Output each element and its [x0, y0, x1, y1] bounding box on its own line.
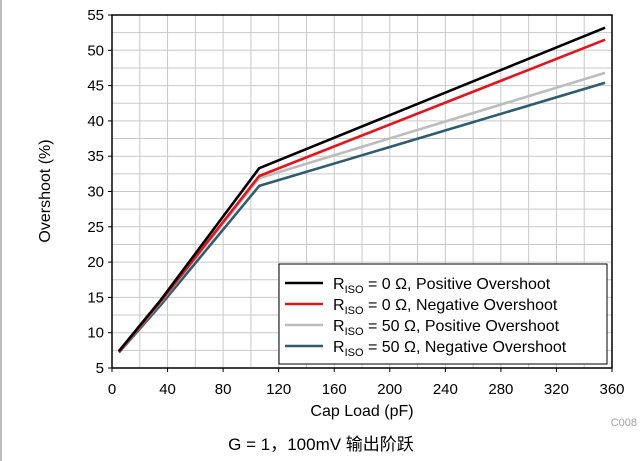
legend-entry: RISO = 50 Ω, Negative Overshoot	[285, 339, 567, 359]
x-tick-label: 200	[377, 381, 402, 398]
caption: G = 1，100mV 输出阶跃	[228, 435, 414, 454]
legend-label-rest: = 0 Ω, Positive Overshoot	[364, 276, 551, 293]
y-axis-title: Overshoot (%)	[37, 139, 54, 242]
legend-label-base: R	[333, 318, 345, 335]
legend-entry: RISO = 50 Ω, Positive Overshoot	[285, 318, 560, 338]
legend-label-base: R	[333, 276, 345, 293]
legend-label: RISO = 0 Ω, Positive Overshoot	[333, 276, 551, 296]
legend-label-rest: = 50 Ω, Negative Overshoot	[364, 339, 567, 356]
legend-entry: RISO = 0 Ω, Positive Overshoot	[285, 276, 551, 296]
y-tick-label: 35	[87, 148, 104, 165]
y-tick-label: 5	[96, 360, 104, 377]
legend-label-rest: = 50 Ω, Positive Overshoot	[364, 318, 560, 335]
x-tick-label: 160	[322, 381, 347, 398]
y-tick-label: 45	[87, 78, 104, 95]
legend-label-subscript: ISO	[345, 284, 364, 296]
legend-box	[278, 263, 608, 365]
x-tick-label: 280	[488, 381, 513, 398]
y-tick-label: 40	[87, 113, 104, 130]
y-tick-label: 30	[87, 184, 104, 201]
y-tick-label: 10	[87, 325, 104, 342]
legend-label-subscript: ISO	[345, 326, 364, 338]
x-tick-label: 320	[544, 381, 569, 398]
x-axis-title: Cap Load (pF)	[310, 403, 413, 420]
legend-label: RISO = 0 Ω, Negative Overshoot	[333, 297, 558, 317]
series-line-1	[117, 26, 606, 352]
x-tick-label: 120	[266, 381, 291, 398]
x-tick-label: 0	[108, 381, 116, 398]
y-tick-label: 20	[87, 254, 104, 271]
legend-label: RISO = 50 Ω, Negative Overshoot	[333, 339, 567, 359]
x-axis: 0 40 80 120 160 200 240 280 320 360	[108, 368, 625, 398]
x-tick-label: 40	[159, 381, 176, 398]
x-tick-label: 80	[215, 381, 232, 398]
x-tick-label: 360	[599, 381, 624, 398]
legend-entry: RISO = 0 Ω, Negative Overshoot	[285, 297, 558, 317]
y-tick-label: 55	[87, 7, 104, 24]
series-lines	[117, 26, 606, 354]
legend-label-subscript: ISO	[345, 305, 364, 317]
legend-label-rest: = 0 Ω, Negative Overshoot	[364, 297, 558, 314]
x-tick-label: 240	[433, 381, 458, 398]
figure-id: C008	[611, 417, 637, 429]
y-tick-label: 25	[87, 219, 104, 236]
legend-label-base: R	[333, 339, 345, 356]
y-tick-label: 50	[87, 42, 104, 59]
legend-label-subscript: ISO	[345, 347, 364, 359]
y-axis: 5 10 15 20 25 30 35 40 45 50 55	[87, 7, 112, 377]
y-tick-label: 15	[87, 289, 104, 306]
legend-label-base: R	[333, 297, 345, 314]
legend-label: RISO = 50 Ω, Positive Overshoot	[333, 318, 560, 338]
